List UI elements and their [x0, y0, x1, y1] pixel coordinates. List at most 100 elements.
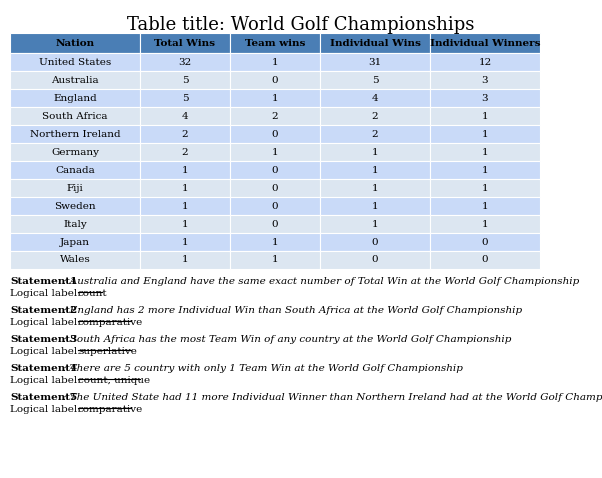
Text: 1: 1 — [272, 256, 278, 264]
Text: 1: 1 — [482, 148, 488, 156]
Bar — [140, 125, 230, 143]
Bar — [320, 143, 430, 161]
Bar — [140, 143, 230, 161]
Text: Statement5: Statement5 — [10, 393, 77, 402]
Bar — [320, 53, 430, 71]
Bar — [230, 33, 320, 53]
Bar — [430, 233, 540, 251]
Text: 32: 32 — [178, 57, 191, 66]
Text: 12: 12 — [479, 57, 492, 66]
Text: : South Africa has the most Team Win of any country at the World Golf Championsh: : South Africa has the most Team Win of … — [63, 335, 511, 344]
Text: 1: 1 — [182, 238, 188, 247]
Text: Northern Ireland: Northern Ireland — [29, 130, 120, 139]
Text: 0: 0 — [272, 184, 278, 193]
Bar — [10, 233, 140, 251]
Bar — [430, 197, 540, 215]
Text: count, unique: count, unique — [78, 376, 150, 385]
Bar — [230, 125, 320, 143]
Text: 0: 0 — [272, 130, 278, 139]
Text: Logical label:: Logical label: — [10, 405, 84, 414]
Text: 1: 1 — [482, 184, 488, 193]
Text: 1: 1 — [482, 202, 488, 210]
Text: 1: 1 — [371, 148, 378, 156]
Bar — [10, 197, 140, 215]
Bar — [230, 251, 320, 269]
Bar — [230, 161, 320, 179]
Text: Nation: Nation — [55, 39, 95, 47]
Text: superlative: superlative — [78, 347, 137, 356]
Bar — [10, 179, 140, 197]
Text: Total Wins: Total Wins — [155, 39, 216, 47]
Bar — [10, 71, 140, 89]
Text: 1: 1 — [371, 165, 378, 174]
Bar — [430, 89, 540, 107]
Bar — [140, 161, 230, 179]
Bar — [320, 89, 430, 107]
Text: 0: 0 — [272, 202, 278, 210]
Text: 1: 1 — [182, 219, 188, 228]
Text: 1: 1 — [482, 219, 488, 228]
Bar — [430, 53, 540, 71]
Text: 0: 0 — [371, 238, 378, 247]
Bar — [10, 215, 140, 233]
Text: : England has 2 more Individual Win than South Africa at the World Golf Champion: : England has 2 more Individual Win than… — [63, 306, 522, 315]
Bar — [230, 71, 320, 89]
Text: Statement4: Statement4 — [10, 364, 77, 373]
Bar — [10, 125, 140, 143]
Text: Individual Wins: Individual Wins — [329, 39, 420, 47]
Bar — [10, 53, 140, 71]
Text: 1: 1 — [272, 94, 278, 102]
Bar — [320, 107, 430, 125]
Bar — [10, 89, 140, 107]
Bar — [320, 33, 430, 53]
Text: Logical label:: Logical label: — [10, 376, 84, 385]
Text: Team wins: Team wins — [245, 39, 305, 47]
Text: England: England — [53, 94, 97, 102]
Text: 1: 1 — [182, 165, 188, 174]
Text: 1: 1 — [272, 57, 278, 66]
Text: 0: 0 — [272, 76, 278, 85]
Bar — [320, 71, 430, 89]
Bar — [10, 143, 140, 161]
Text: 3: 3 — [482, 76, 488, 85]
Bar — [10, 107, 140, 125]
Text: 2: 2 — [371, 111, 378, 120]
Text: 0: 0 — [482, 256, 488, 264]
Text: 2: 2 — [371, 130, 378, 139]
Text: Logical label:: Logical label: — [10, 318, 84, 327]
Text: Sweden: Sweden — [54, 202, 96, 210]
Text: 1: 1 — [482, 130, 488, 139]
Bar — [430, 179, 540, 197]
Text: 1: 1 — [482, 165, 488, 174]
Bar — [320, 215, 430, 233]
Bar — [10, 251, 140, 269]
Text: Germany: Germany — [51, 148, 99, 156]
Text: comparative: comparative — [78, 318, 143, 327]
Bar — [320, 161, 430, 179]
Bar — [140, 215, 230, 233]
Text: United States: United States — [39, 57, 111, 66]
Text: 5: 5 — [371, 76, 378, 85]
Bar — [140, 71, 230, 89]
Bar — [230, 53, 320, 71]
Bar — [430, 215, 540, 233]
Text: Italy: Italy — [63, 219, 87, 228]
Bar — [230, 89, 320, 107]
Bar — [320, 233, 430, 251]
Text: : Australia and England have the same exact number of Total Win at the World Gol: : Australia and England have the same ex… — [63, 277, 579, 286]
Text: 4: 4 — [182, 111, 188, 120]
Text: Statement1: Statement1 — [10, 277, 77, 286]
Bar — [10, 33, 140, 53]
Text: 1: 1 — [371, 219, 378, 228]
Bar — [230, 179, 320, 197]
Bar — [140, 107, 230, 125]
Bar — [430, 161, 540, 179]
Bar — [430, 33, 540, 53]
Text: Fiji: Fiji — [67, 184, 83, 193]
Text: Individual Winners: Individual Winners — [430, 39, 540, 47]
Bar — [430, 251, 540, 269]
Text: 2: 2 — [272, 111, 278, 120]
Text: 5: 5 — [182, 76, 188, 85]
Text: 5: 5 — [182, 94, 188, 102]
Text: 2: 2 — [182, 130, 188, 139]
